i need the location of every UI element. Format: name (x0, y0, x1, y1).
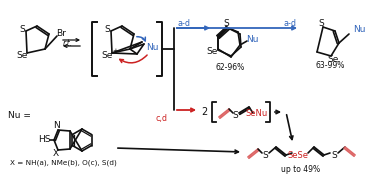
Text: Nu: Nu (246, 35, 258, 45)
Text: SeSe: SeSe (288, 150, 308, 159)
Text: a-d: a-d (178, 18, 191, 28)
Text: Br: Br (56, 28, 66, 37)
Text: Se: Se (16, 50, 28, 60)
Text: S: S (331, 150, 337, 159)
Text: 2: 2 (201, 107, 207, 117)
Text: S: S (262, 150, 268, 159)
Text: Se: Se (101, 52, 113, 60)
Text: 62-96%: 62-96% (215, 64, 245, 73)
Text: r.t.: r.t. (63, 39, 73, 47)
Text: S: S (232, 110, 238, 119)
Text: Se: Se (327, 56, 339, 64)
Text: 63-99%: 63-99% (315, 62, 345, 71)
Text: N: N (53, 121, 59, 131)
Text: S: S (223, 18, 229, 28)
Text: +: + (112, 48, 118, 54)
Text: up to 49%: up to 49% (282, 165, 321, 174)
Text: Nu: Nu (353, 26, 365, 35)
Text: X = NH(a), NMe(b), O(c), S(d): X = NH(a), NMe(b), O(c), S(d) (10, 160, 117, 166)
Text: S: S (104, 26, 110, 35)
Text: Nu: Nu (146, 43, 158, 52)
Text: S: S (318, 18, 324, 28)
Text: Nu =: Nu = (8, 110, 31, 119)
Text: a-d: a-d (284, 18, 296, 28)
Text: SeNu: SeNu (246, 108, 268, 117)
Text: HS: HS (38, 136, 50, 144)
Text: S: S (19, 26, 25, 35)
Text: Se: Se (206, 47, 218, 56)
Text: c,d: c,d (156, 113, 168, 123)
Text: X: X (53, 150, 59, 159)
